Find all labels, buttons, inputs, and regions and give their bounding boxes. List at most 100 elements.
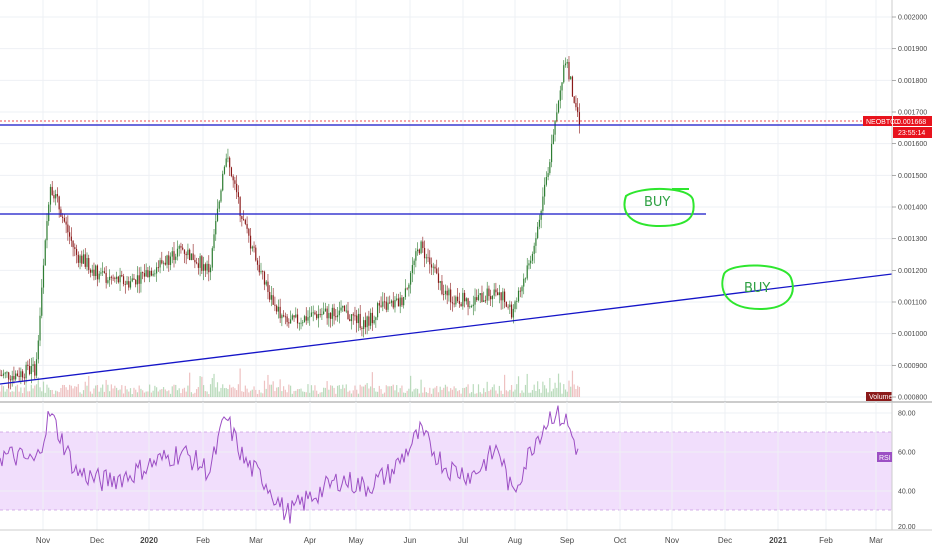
candle-body xyxy=(122,276,125,285)
candle-body xyxy=(479,293,481,296)
volume-bar xyxy=(269,384,271,397)
time-axis[interactable]: Nov Dec 2020 Feb Mar Apr May Jun Jul Aug Sep Oct Nov… xyxy=(36,536,883,545)
volume-bar xyxy=(42,381,45,397)
volume-bar xyxy=(571,370,574,397)
volume-bar xyxy=(260,392,262,397)
candle-body xyxy=(303,316,306,323)
candle-body xyxy=(509,304,511,308)
candle-body xyxy=(375,317,377,321)
volume-bar xyxy=(434,387,436,397)
rising-trendline[interactable] xyxy=(0,273,893,385)
volume-bar xyxy=(81,393,83,397)
candle-body xyxy=(60,209,62,217)
candle-body xyxy=(15,373,17,380)
price-gridlines xyxy=(0,0,892,402)
candle-body xyxy=(168,255,170,265)
candle-body xyxy=(89,269,92,273)
volume-bar xyxy=(93,388,95,397)
candle-body xyxy=(277,306,279,312)
candle-body xyxy=(538,219,540,227)
candle-body xyxy=(154,273,156,275)
volume-bar xyxy=(169,393,172,397)
candle-body xyxy=(338,310,340,316)
volume-bar xyxy=(361,386,363,397)
candle-body xyxy=(110,276,112,278)
volume-bar xyxy=(159,389,161,397)
volume-bar xyxy=(376,391,379,397)
volume-bar xyxy=(321,392,323,397)
price-axis[interactable]: 0.002000 0.001900 0.001800 0.001700 0.001600… xyxy=(892,15,927,402)
volume-bar xyxy=(312,390,314,397)
volume-bar xyxy=(156,387,158,397)
volume-bar xyxy=(406,390,408,397)
volume-bar xyxy=(16,384,18,397)
candle-body xyxy=(173,251,175,260)
volume-bar xyxy=(249,390,252,397)
candle-body xyxy=(67,224,69,233)
volume-bar xyxy=(256,393,259,397)
candle-body xyxy=(307,317,309,321)
volume-bar xyxy=(209,384,212,397)
candle-body xyxy=(107,280,109,283)
volume-bar xyxy=(512,391,514,397)
volume-bar xyxy=(164,389,166,397)
candle-body xyxy=(295,314,297,318)
volume-bar xyxy=(502,393,504,397)
volume-bar xyxy=(227,388,229,397)
candle-body xyxy=(556,112,558,121)
candle-body xyxy=(470,306,473,307)
candle-body xyxy=(368,316,370,326)
candle-body xyxy=(437,273,440,283)
volume-bar xyxy=(133,387,135,397)
volume-bar xyxy=(441,389,443,397)
buy-annotation-1: BUY xyxy=(644,195,670,210)
candle-body xyxy=(389,302,391,304)
volume-bar xyxy=(88,375,90,397)
volume-bar xyxy=(2,386,5,397)
volume-bar xyxy=(229,384,231,397)
candle-body xyxy=(305,316,307,321)
volume-bar xyxy=(237,384,239,397)
candle-body xyxy=(493,289,495,296)
candle-body xyxy=(124,284,126,285)
candle-body xyxy=(328,312,330,319)
volume-bar xyxy=(86,385,88,397)
candle-body xyxy=(561,82,563,91)
candle-body xyxy=(531,253,534,261)
rsi-band xyxy=(0,432,892,510)
countdown-value: 23:55:14 xyxy=(898,130,925,137)
volume-bar xyxy=(128,391,130,397)
rsi-tag xyxy=(877,452,892,462)
candle-body xyxy=(514,301,516,309)
candle-body xyxy=(51,186,53,196)
candle-body xyxy=(270,295,273,300)
candle-body xyxy=(319,313,321,316)
candle-body xyxy=(350,314,353,322)
time-tick-label: 2021 xyxy=(769,536,787,545)
candle-body xyxy=(430,264,433,268)
rsi-axis[interactable]: 80.00 60.00 40.00 20.00 xyxy=(898,411,916,532)
volume-bar xyxy=(274,391,276,397)
candle-body xyxy=(434,266,436,269)
candle-body xyxy=(293,315,295,318)
candle-body xyxy=(75,248,78,255)
volume-bar xyxy=(211,378,213,397)
volume-bar xyxy=(392,384,394,397)
volume-bar xyxy=(8,384,10,397)
candle-body xyxy=(197,263,199,268)
candle-body xyxy=(157,267,159,269)
price-candles[interactable] xyxy=(0,55,581,390)
volume-bar xyxy=(270,384,273,397)
candle-body xyxy=(343,305,346,312)
rsi-tick-label: 80.00 xyxy=(898,411,916,418)
volume-bar xyxy=(166,391,168,397)
candle-body xyxy=(147,270,149,278)
volume-bar xyxy=(216,382,219,397)
volume-bar xyxy=(333,387,335,397)
volume-bar xyxy=(309,392,311,397)
candle-body xyxy=(349,319,351,322)
time-tick-label: Sep xyxy=(560,536,575,545)
candle-body xyxy=(502,291,504,301)
volume-bar xyxy=(115,387,118,397)
